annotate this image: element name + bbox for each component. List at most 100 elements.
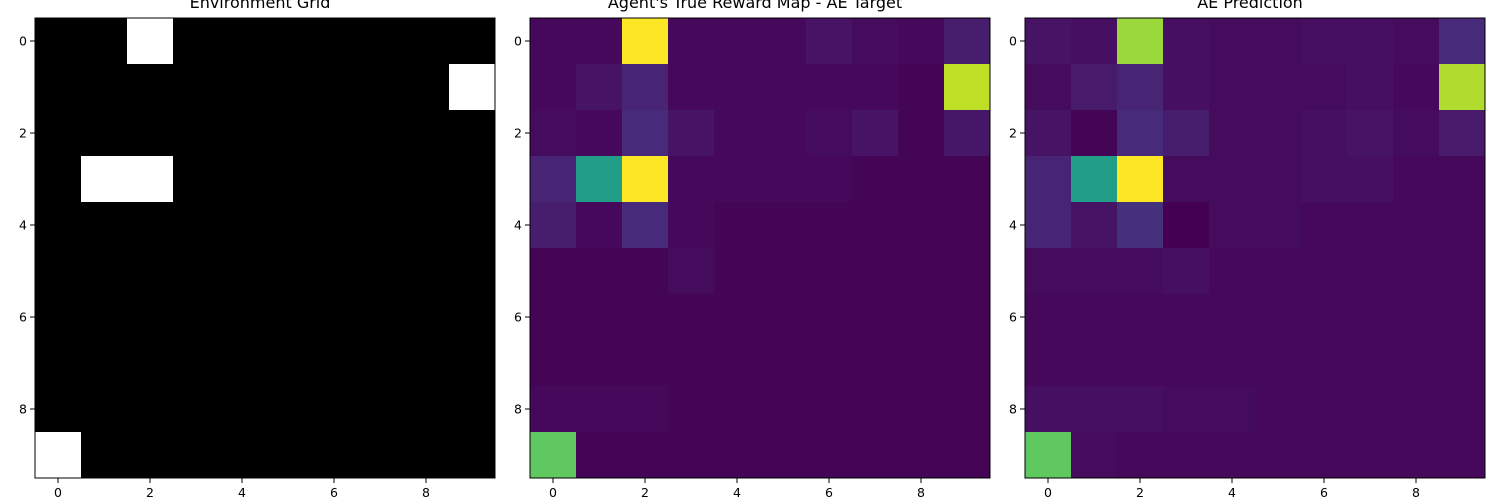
heatmap-cell: [1117, 294, 1164, 341]
heatmap-cell: [944, 294, 991, 341]
heatmap-cell: [1071, 156, 1118, 203]
heatmap-cell: [1255, 386, 1302, 433]
heatmap-cell: [714, 340, 761, 387]
heatmap-cell: [219, 386, 266, 433]
x-tick-label: 0: [1044, 485, 1052, 500]
heatmap-cell: [265, 294, 312, 341]
heatmap-cell: [35, 248, 82, 295]
heatmap-cell: [173, 156, 220, 203]
heatmap-cell: [898, 294, 945, 341]
heatmap-cell: [35, 202, 82, 249]
heatmap-cell: [760, 386, 807, 433]
heatmap-cell: [530, 432, 577, 479]
heatmap-cell: [576, 156, 623, 203]
heatmap-cell: [714, 294, 761, 341]
heatmap-cell: [1209, 386, 1256, 433]
heatmap-cell: [449, 18, 496, 65]
heatmap-cell: [1347, 340, 1394, 387]
heatmap-true-reward-map: 0 2 4 6 8 0 2 4 6 8: [514, 17, 991, 500]
panel-ae-prediction: AE Prediction 0 2 4 6 8 0 2 4 6 8: [1009, 0, 1490, 500]
heatmap-cell: [668, 156, 715, 203]
heatmap-cell: [403, 202, 450, 249]
heatmap-cell: [898, 156, 945, 203]
heatmap-cell: [714, 432, 761, 479]
heatmap-cell: [1025, 64, 1072, 111]
heatmap-cell: [760, 18, 807, 65]
x-tick-label: 6: [825, 485, 833, 500]
x-tick-label: 0: [54, 485, 62, 500]
y-tick-label: 2: [514, 126, 522, 141]
heatmap-cell: [1117, 432, 1164, 479]
y-tick-label: 6: [19, 310, 27, 325]
heatmap-cell: [1347, 110, 1394, 157]
heatmap-cell: [1025, 432, 1072, 479]
heatmap-cell: [1439, 432, 1486, 479]
heatmap-cell: [944, 64, 991, 111]
y-tick-label: 4: [19, 218, 27, 233]
heatmap-cell: [357, 248, 404, 295]
heatmap-cell: [576, 18, 623, 65]
heatmap-cell: [668, 18, 715, 65]
heatmap-cell: [1439, 156, 1486, 203]
heatmap-cell: [1439, 110, 1486, 157]
heatmap-cell: [1163, 340, 1210, 387]
heatmap-cell: [852, 18, 899, 65]
heatmap-environment-grid: 0 2 4 6 8 0 2 4 6 8: [19, 17, 496, 500]
heatmap-cell: [576, 64, 623, 111]
heatmap-cell: [1025, 248, 1072, 295]
heatmap-cell: [1025, 18, 1072, 65]
heatmap-cell: [852, 202, 899, 249]
heatmap-cell: [311, 386, 358, 433]
plot-frame: [34, 17, 496, 479]
heatmap-cell: [265, 432, 312, 479]
heatmap-cell: [127, 340, 174, 387]
heatmap-cell: [622, 340, 669, 387]
heatmap-cell: [1209, 18, 1256, 65]
heatmap-cell: [1209, 202, 1256, 249]
heatmap-cell: [714, 248, 761, 295]
heatmap-cell: [1209, 110, 1256, 157]
heatmap-cell: [1255, 202, 1302, 249]
heatmap-cell: [1393, 386, 1440, 433]
heatmap-cell: [1393, 294, 1440, 341]
heatmap-cell: [357, 202, 404, 249]
heatmap-cell: [1347, 64, 1394, 111]
heatmap-cell: [1117, 386, 1164, 433]
heatmap-cell: [35, 294, 82, 341]
heatmap-cell: [219, 202, 266, 249]
heatmap-cell: [1347, 156, 1394, 203]
heatmap-cell: [35, 64, 82, 111]
heatmap-cell: [1439, 18, 1486, 65]
heatmap-cell: [668, 110, 715, 157]
heatmap-cell: [219, 432, 266, 479]
heatmap-cell: [622, 432, 669, 479]
heatmap-cell: [530, 294, 577, 341]
heatmap-cell: [1117, 110, 1164, 157]
heatmap-cell: [1439, 248, 1486, 295]
heatmap-cell: [1163, 386, 1210, 433]
heatmap-cell: [530, 156, 577, 203]
heatmap-cell: [530, 386, 577, 433]
heatmap-cell: [806, 64, 853, 111]
heatmap-cell: [1393, 340, 1440, 387]
heatmap-cell: [1347, 432, 1394, 479]
heatmap-cell: [127, 110, 174, 157]
heatmap-cell: [852, 294, 899, 341]
x-tick-label: 4: [238, 485, 246, 500]
heatmap-cell: [806, 110, 853, 157]
heatmap-cell: [311, 202, 358, 249]
heatmap-cell: [576, 432, 623, 479]
heatmap-cell: [1255, 156, 1302, 203]
heatmap-cell: [173, 18, 220, 65]
heatmap-cell: [760, 294, 807, 341]
heatmap-cell: [311, 432, 358, 479]
heatmap-cell: [35, 156, 82, 203]
heatmap-cell: [898, 340, 945, 387]
heatmap-cell: [1301, 386, 1348, 433]
heatmap-cell: [1347, 202, 1394, 249]
heatmap-cell: [403, 248, 450, 295]
heatmap-cell: [1255, 18, 1302, 65]
heatmap-cell: [403, 340, 450, 387]
heatmap-cell: [127, 432, 174, 479]
heatmap-cell: [219, 110, 266, 157]
